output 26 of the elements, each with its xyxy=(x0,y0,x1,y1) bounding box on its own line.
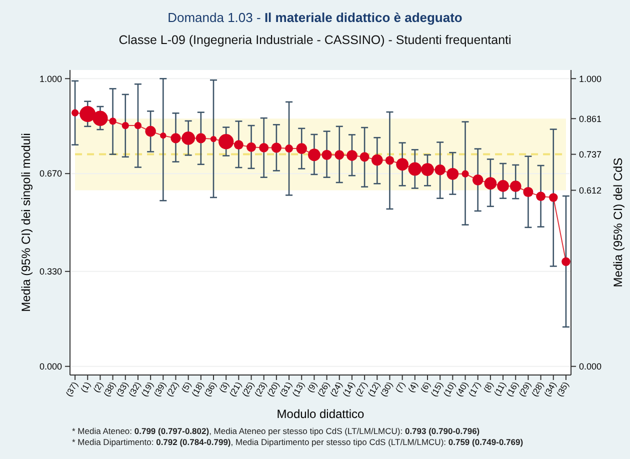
y-tick-label: 0.000 xyxy=(39,362,62,372)
y-tick-label: 0.670 xyxy=(39,168,62,179)
text: * Media Dipartimento: 0.792 (0.784-0.799), Media Dipartimento per stesso tipo CdS (LT/LM/LMCU): 0.759 (0.749-0.769) xyxy=(72,437,524,447)
y2-axis-title: Media (95% CI) del CdS xyxy=(611,158,625,288)
x-tick-label: (3) xyxy=(216,380,231,394)
x-axis-title: Modulo didattico xyxy=(276,407,365,421)
x-tick-label: (5) xyxy=(179,380,194,394)
y2-tick-label: 0.861 xyxy=(579,114,602,124)
x-tick-label: (37) xyxy=(64,380,80,398)
x-tick-label: (9) xyxy=(305,380,320,394)
x-tick-label: (7) xyxy=(393,380,408,394)
x-tick-label: (2) xyxy=(91,380,106,394)
y2-tick-label: 0.000 xyxy=(579,362,602,372)
x-tick-label: (1) xyxy=(78,380,92,394)
y2-tick-label: 0.737 xyxy=(579,149,602,160)
y2-tick-label: 0.612 xyxy=(579,185,602,196)
x-tick-label: (6) xyxy=(418,380,432,394)
y-tick-label: 0.330 xyxy=(39,266,62,277)
text: * Media Ateneo: 0.799 (0.797-0.802), Media Ateneo per stesso tipo CdS (LT/LM/LMCU): 0.793 (0.790-0.796) xyxy=(72,426,480,436)
y2-tick-label: 1.000 xyxy=(579,74,602,84)
chart-subtitle: Classe L-09 (Ingegneria Industriale - CASSINO) - Studenti frequentanti xyxy=(118,33,512,47)
x-tick-label: (8) xyxy=(481,380,496,394)
y-axis-title: Media (95% CI) dei singoli moduli xyxy=(19,133,33,312)
chart-title: Domanda 1.03 - Il materiale didattico è adeguato xyxy=(168,10,462,25)
x-tick-label: (4) xyxy=(406,380,420,394)
y-tick-label: 1.000 xyxy=(39,74,62,84)
